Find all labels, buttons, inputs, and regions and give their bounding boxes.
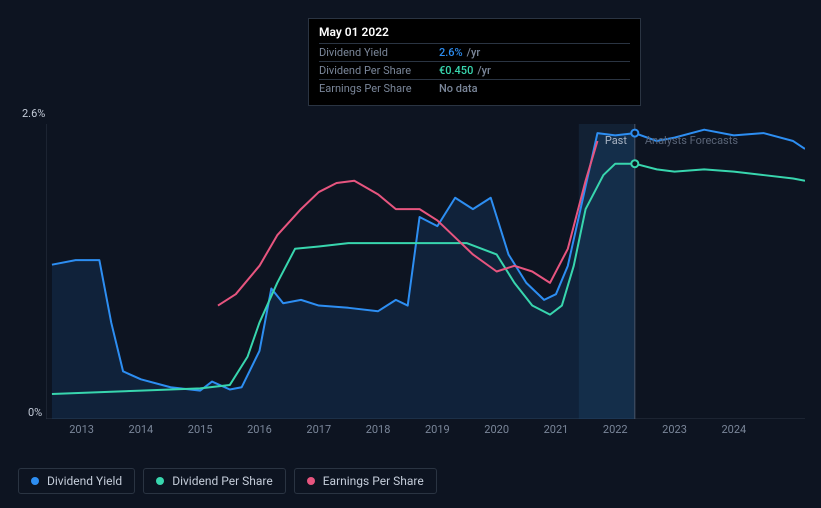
line-chart: 2.6% 0% 2013 2014 2015 2016 2017 2018 2019 2020… [18, 108, 805, 443]
legend-color-dot [31, 477, 39, 485]
legend-label: Earnings Per Share [323, 474, 424, 488]
x-axis-tick: 2024 [721, 423, 746, 436]
x-axis-tick: 2023 [662, 423, 687, 436]
x-axis-tick: 2017 [306, 423, 331, 436]
tooltip-row: Dividend Per Share€0.450/yr [319, 61, 630, 79]
x-axis-tick: 2016 [247, 423, 272, 436]
y-axis-max-label: 2.6% [22, 107, 45, 120]
chart-tooltip: May 01 2022 Dividend Yield2.6%/yrDividen… [308, 18, 641, 106]
tooltip-metric-label: Dividend Yield [319, 46, 439, 59]
x-axis-tick: 2015 [188, 423, 213, 436]
tooltip-metric-label: Dividend Per Share [319, 64, 439, 77]
x-axis-tick: 2021 [544, 423, 569, 436]
tooltip-metric-label: Earnings Per Share [319, 82, 439, 95]
tooltip-metric-value: €0.450/yr [439, 64, 491, 77]
past-era-label: Past [605, 134, 627, 147]
tooltip-row: Earnings Per ShareNo data [319, 79, 630, 97]
tooltip-metric-value: No data [439, 82, 482, 95]
forecast-era-label: Analysts Forecasts [645, 134, 738, 147]
x-axis-tick: 2019 [425, 423, 450, 436]
legend-item[interactable]: Dividend Per Share [143, 468, 286, 494]
y-axis-min-label: 0% [28, 406, 42, 419]
chart-legend: Dividend Yield Dividend Per Share Earnings… [18, 468, 437, 494]
tooltip-row: Dividend Yield2.6%/yr [319, 43, 630, 61]
tooltip-metric-value: 2.6%/yr [439, 46, 480, 59]
tooltip-date: May 01 2022 [319, 25, 630, 43]
x-axis-tick: 2020 [484, 423, 509, 436]
chart-plot-area[interactable] [46, 124, 805, 419]
legend-label: Dividend Per Share [172, 474, 273, 488]
x-axis-tick: 2014 [129, 423, 154, 436]
legend-color-dot [307, 477, 315, 485]
legend-item[interactable]: Earnings Per Share [294, 468, 437, 494]
tooltip-metric-unit: /yr [477, 64, 491, 77]
x-axis-tick: 2013 [69, 423, 94, 436]
legend-color-dot [156, 477, 164, 485]
legend-label: Dividend Yield [47, 474, 122, 488]
x-axis-tick: 2018 [366, 423, 391, 436]
tooltip-metric-unit: /yr [467, 46, 481, 59]
legend-item[interactable]: Dividend Yield [18, 468, 135, 494]
x-axis-tick: 2022 [603, 423, 628, 436]
x-axis: 2013 2014 2015 2016 2017 2018 2019 2020 2021 2022… [46, 423, 805, 443]
